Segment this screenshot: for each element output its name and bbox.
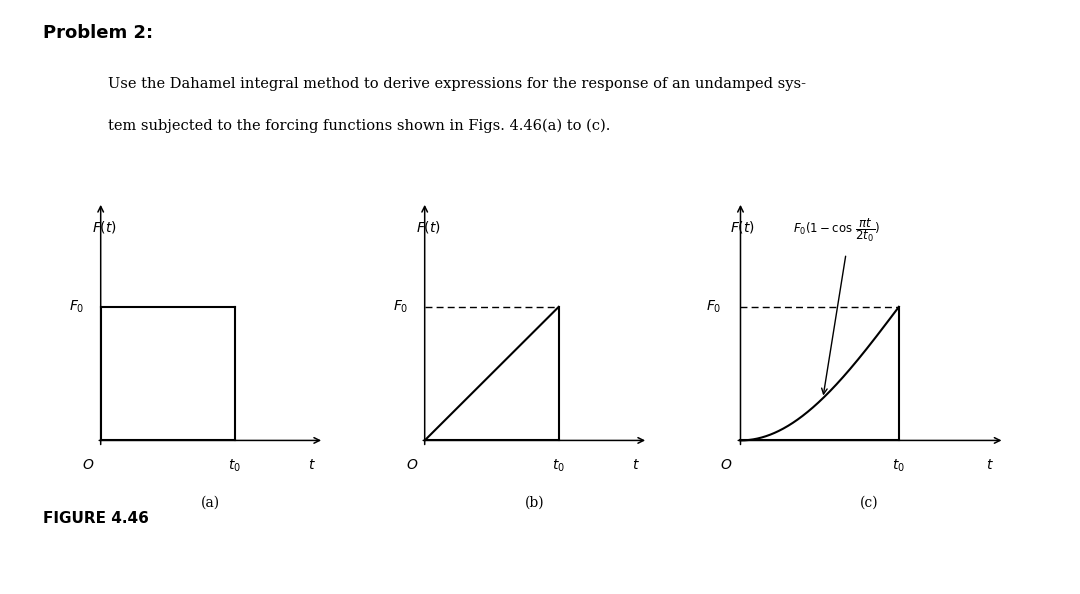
Text: $t_0$: $t_0$ [228,457,241,474]
Text: $O$: $O$ [82,457,94,472]
Text: (a): (a) [201,496,220,510]
Text: $F_0(1-\cos\,\dfrac{\pi t}{2t_0})$: $F_0(1-\cos\,\dfrac{\pi t}{2t_0})$ [794,217,880,245]
Text: $t$: $t$ [632,457,639,472]
Text: $F_0$: $F_0$ [393,299,408,315]
Text: Problem 2:: Problem 2: [43,24,153,42]
Text: $F_0$: $F_0$ [69,299,84,315]
Text: $F_0$: $F_0$ [706,299,721,315]
Text: Use the Dahamel integral method to derive expressions for the response of an und: Use the Dahamel integral method to deriv… [108,77,806,91]
Text: tem subjected to the forcing functions shown in Figs. 4.46(a) to (c).: tem subjected to the forcing functions s… [108,119,610,133]
Text: $O$: $O$ [719,457,732,472]
Text: (c): (c) [860,496,879,510]
Text: $t_0$: $t_0$ [552,457,565,474]
Text: $t$: $t$ [986,457,994,472]
Text: FIGURE 4.46: FIGURE 4.46 [43,511,149,526]
Text: $F(t)$: $F(t)$ [92,219,117,235]
Text: $F(t)$: $F(t)$ [730,219,755,235]
Text: (b): (b) [525,496,544,510]
Text: $O$: $O$ [406,457,418,472]
Text: $t_0$: $t_0$ [892,457,905,474]
Text: $t$: $t$ [308,457,315,472]
Text: $F(t)$: $F(t)$ [416,219,441,235]
